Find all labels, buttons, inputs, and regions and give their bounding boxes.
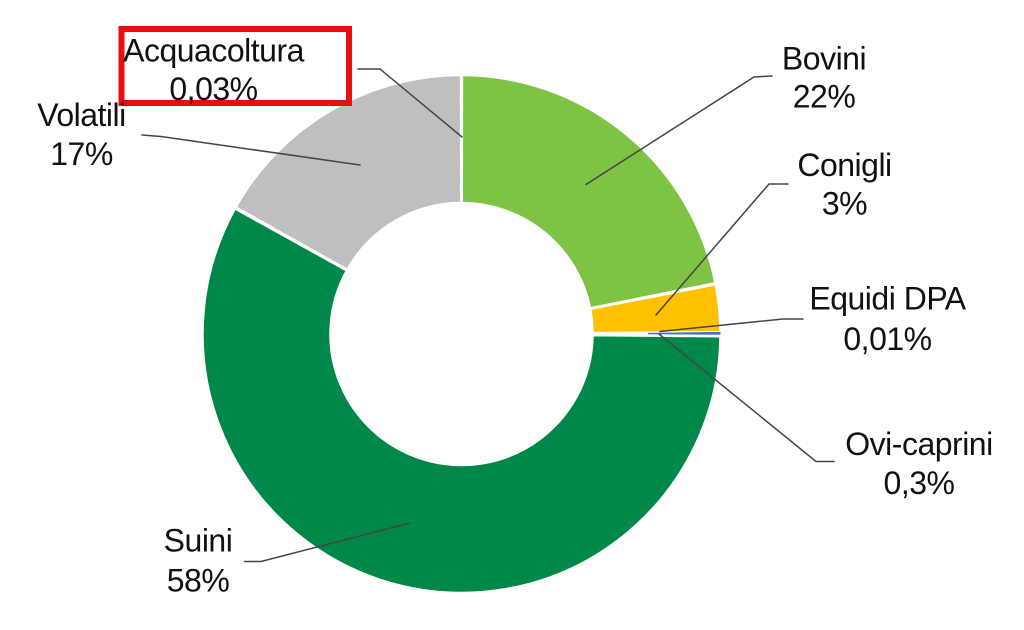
svg-text:3%: 3%	[822, 186, 867, 222]
svg-text:17%: 17%	[50, 136, 113, 172]
svg-text:Bovini: Bovini	[782, 41, 866, 77]
svg-text:Acquacoltura: Acquacoltura	[123, 33, 304, 69]
svg-text:Conigli: Conigli	[797, 147, 891, 183]
svg-text:0,03%: 0,03%	[169, 71, 257, 107]
svg-text:Equidi DPA: Equidi DPA	[809, 281, 966, 317]
svg-text:Suini: Suini	[164, 523, 233, 559]
svg-text:0,01%: 0,01%	[843, 321, 931, 357]
svg-text:Ovi-caprini: Ovi-caprini	[845, 426, 992, 462]
svg-text:58%: 58%	[167, 563, 230, 599]
svg-text:Volatili: Volatili	[37, 97, 126, 133]
svg-text:22%: 22%	[793, 79, 856, 115]
svg-text:0,3%: 0,3%	[884, 465, 955, 501]
